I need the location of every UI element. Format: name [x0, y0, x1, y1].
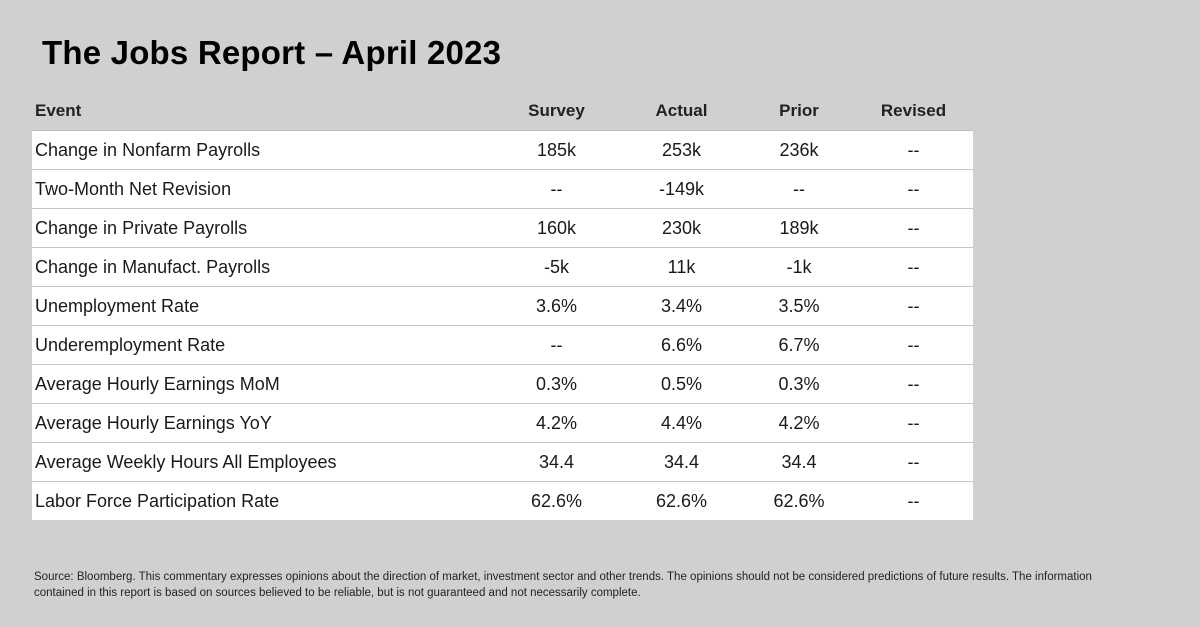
- table-row: Average Weekly Hours All Employees 34.4 …: [32, 442, 973, 482]
- column-header-prior: Prior: [744, 91, 854, 131]
- survey-cell: -5k: [494, 247, 619, 287]
- event-cell: Unemployment Rate: [32, 286, 494, 326]
- table-row: Average Hourly Earnings YoY 4.2% 4.4% 4.…: [32, 403, 973, 443]
- event-cell: Average Hourly Earnings MoM: [32, 364, 494, 404]
- column-header-survey: Survey: [494, 91, 619, 131]
- prior-cell: 236k: [744, 130, 854, 170]
- revised-cell: --: [854, 169, 973, 209]
- revised-cell: --: [854, 286, 973, 326]
- actual-cell: 0.5%: [619, 364, 744, 404]
- survey-cell: 3.6%: [494, 286, 619, 326]
- actual-cell: 3.4%: [619, 286, 744, 326]
- jobs-report-table: Event Survey Actual Prior Revised Change…: [32, 91, 973, 520]
- event-cell: Average Weekly Hours All Employees: [32, 442, 494, 482]
- prior-cell: 34.4: [744, 442, 854, 482]
- table-row: Average Hourly Earnings MoM 0.3% 0.5% 0.…: [32, 364, 973, 404]
- survey-cell: 34.4: [494, 442, 619, 482]
- prior-cell: -1k: [744, 247, 854, 287]
- actual-cell: 253k: [619, 130, 744, 170]
- revised-cell: --: [854, 325, 973, 365]
- revised-cell: --: [854, 247, 973, 287]
- revised-cell: --: [854, 364, 973, 404]
- table-row: Two-Month Net Revision -- -149k -- --: [32, 169, 973, 209]
- prior-cell: 189k: [744, 208, 854, 248]
- event-cell: Labor Force Participation Rate: [32, 481, 494, 520]
- event-cell: Underemployment Rate: [32, 325, 494, 365]
- event-cell: Two-Month Net Revision: [32, 169, 494, 209]
- prior-cell: 62.6%: [744, 481, 854, 520]
- prior-cell: 3.5%: [744, 286, 854, 326]
- survey-cell: 160k: [494, 208, 619, 248]
- actual-cell: 34.4: [619, 442, 744, 482]
- event-cell: Change in Manufact. Payrolls: [32, 247, 494, 287]
- table-row: Change in Nonfarm Payrolls 185k 253k 236…: [32, 130, 973, 170]
- column-header-event: Event: [32, 91, 494, 131]
- report-title: The Jobs Report – April 2023: [42, 34, 502, 71]
- revised-cell: --: [854, 130, 973, 170]
- survey-cell: --: [494, 325, 619, 365]
- actual-cell: 62.6%: [619, 481, 744, 520]
- prior-cell: 0.3%: [744, 364, 854, 404]
- actual-cell: 230k: [619, 208, 744, 248]
- revised-cell: --: [854, 208, 973, 248]
- table-header-row: Event Survey Actual Prior Revised: [32, 91, 973, 131]
- table-row: Underemployment Rate -- 6.6% 6.7% --: [32, 325, 973, 365]
- prior-cell: 4.2%: [744, 403, 854, 443]
- event-cell: Change in Nonfarm Payrolls: [32, 130, 494, 170]
- survey-cell: --: [494, 169, 619, 209]
- table-row: Labor Force Participation Rate 62.6% 62.…: [32, 481, 973, 520]
- column-header-revised: Revised: [854, 91, 973, 131]
- prior-cell: 6.7%: [744, 325, 854, 365]
- event-cell: Average Hourly Earnings YoY: [32, 403, 494, 443]
- revised-cell: --: [854, 403, 973, 443]
- actual-cell: -149k: [619, 169, 744, 209]
- table-row: Unemployment Rate 3.6% 3.4% 3.5% --: [32, 286, 973, 326]
- prior-cell: --: [744, 169, 854, 209]
- survey-cell: 4.2%: [494, 403, 619, 443]
- survey-cell: 185k: [494, 130, 619, 170]
- survey-cell: 62.6%: [494, 481, 619, 520]
- table-row: Change in Private Payrolls 160k 230k 189…: [32, 208, 973, 248]
- table-body: Change in Nonfarm Payrolls 185k 253k 236…: [32, 130, 973, 520]
- actual-cell: 6.6%: [619, 325, 744, 365]
- survey-cell: 0.3%: [494, 364, 619, 404]
- table-row: Change in Manufact. Payrolls -5k 11k -1k…: [32, 247, 973, 287]
- event-cell: Change in Private Payrolls: [32, 208, 494, 248]
- column-header-actual: Actual: [619, 91, 744, 131]
- actual-cell: 11k: [619, 247, 744, 287]
- revised-cell: --: [854, 442, 973, 482]
- revised-cell: --: [854, 481, 973, 520]
- source-disclaimer: Source: Bloomberg. This commentary expre…: [34, 571, 1092, 599]
- actual-cell: 4.4%: [619, 403, 744, 443]
